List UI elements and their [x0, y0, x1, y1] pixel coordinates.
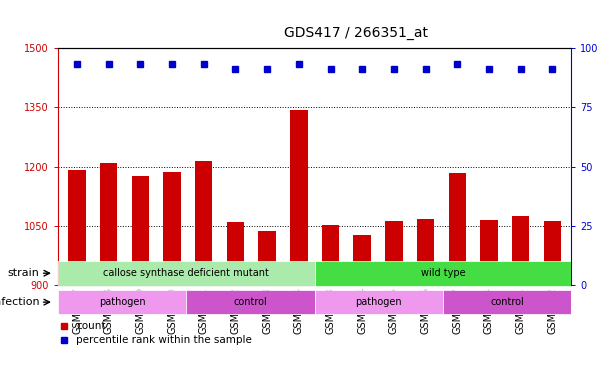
Bar [385, 221, 403, 285]
Bar [417, 219, 434, 285]
Text: strain: strain [8, 268, 40, 278]
Text: wild type: wild type [420, 268, 466, 278]
Bar [354, 235, 371, 285]
Bar [512, 216, 529, 285]
Bar [68, 170, 86, 285]
Bar [315, 261, 571, 285]
Text: control: control [490, 297, 524, 307]
Bar [480, 220, 497, 285]
Text: GDS417 / 266351_at: GDS417 / 266351_at [284, 26, 428, 40]
Text: control: control [233, 297, 268, 307]
Bar [58, 285, 571, 365]
Bar [258, 231, 276, 285]
Bar [322, 225, 339, 285]
Bar [448, 173, 466, 285]
Text: percentile rank within the sample: percentile rank within the sample [76, 335, 252, 345]
Bar [195, 161, 213, 285]
Bar [58, 290, 186, 314]
Bar [100, 163, 117, 285]
Text: pathogen: pathogen [356, 297, 402, 307]
Bar [227, 222, 244, 285]
Bar [544, 221, 561, 285]
Bar [58, 261, 315, 285]
Bar [132, 176, 149, 285]
Text: count: count [76, 321, 106, 330]
Bar [315, 290, 443, 314]
Bar [186, 290, 315, 314]
Bar [443, 290, 571, 314]
Bar [163, 172, 181, 285]
Text: callose synthase deficient mutant: callose synthase deficient mutant [103, 268, 269, 278]
Bar [290, 110, 307, 285]
Text: infection: infection [0, 297, 40, 307]
Text: pathogen: pathogen [99, 297, 145, 307]
